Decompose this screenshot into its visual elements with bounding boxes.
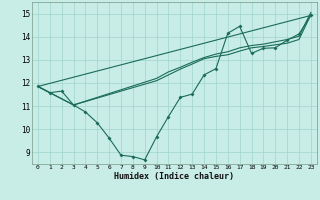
X-axis label: Humidex (Indice chaleur): Humidex (Indice chaleur) <box>115 172 234 181</box>
